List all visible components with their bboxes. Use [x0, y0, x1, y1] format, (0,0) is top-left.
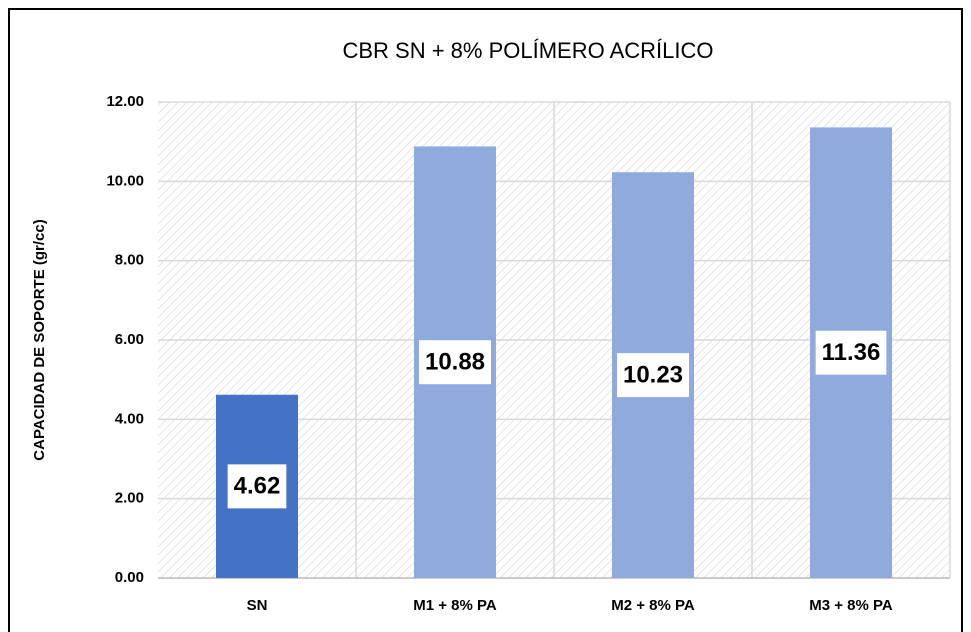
- y-tick-label: 10.00: [106, 172, 144, 189]
- data-label-bg: [227, 464, 287, 509]
- y-tick-label: 4.00: [115, 410, 144, 427]
- chart-title: CBR SN + 8% POLÍMERO ACRÍLICO: [342, 38, 713, 63]
- y-tick-label: 8.00: [115, 252, 144, 269]
- data-label-bg: [815, 330, 887, 375]
- y-axis-label: CAPACIDAD DE SOPORTE (gr/cc): [31, 219, 48, 460]
- data-label: 10.88: [425, 349, 485, 376]
- data-label-bg: [418, 340, 492, 385]
- data-label: 11.36: [822, 339, 881, 366]
- data-label-bg: [616, 353, 690, 398]
- y-tick-label: 12.00: [106, 93, 144, 110]
- x-tick-label: M2 + 8% PA: [611, 597, 695, 614]
- y-tick-label: 6.00: [115, 331, 144, 348]
- data-label: 10.23: [623, 361, 683, 388]
- y-tick-label: 0.00: [115, 569, 144, 586]
- data-label: 4.62: [234, 473, 281, 500]
- x-tick-label: SN: [247, 597, 268, 614]
- x-tick-label: M1 + 8% PA: [413, 597, 497, 614]
- y-tick-label: 2.00: [115, 490, 144, 507]
- x-tick-label: M3 + 8% PA: [809, 597, 893, 614]
